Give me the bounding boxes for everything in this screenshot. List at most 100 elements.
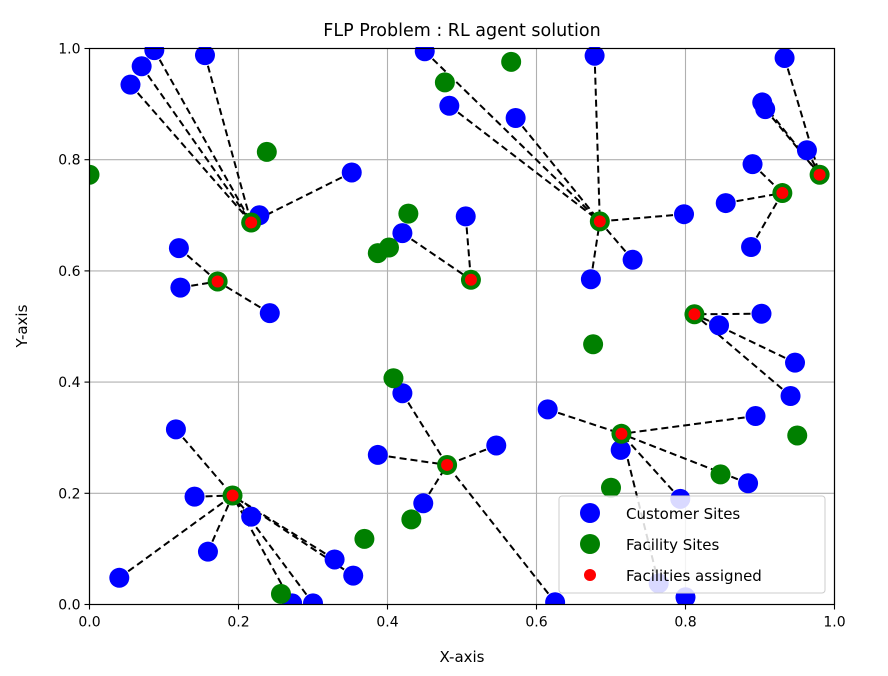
x-axis-label: X-axis xyxy=(440,648,485,666)
customer-site-point xyxy=(738,473,759,494)
customer-site-point xyxy=(120,74,141,95)
y-tick-label: 0.4 xyxy=(58,375,80,391)
legend-customer-label: Customer Sites xyxy=(626,505,740,523)
customer-site-point xyxy=(796,140,817,161)
assignment-link xyxy=(424,50,601,223)
customer-site-point xyxy=(194,47,215,66)
assignment-link xyxy=(599,220,634,261)
assigned-facility-point xyxy=(441,458,454,471)
legend-facility-label: Facility Sites xyxy=(626,536,720,554)
assignment-link xyxy=(621,415,756,435)
assigned-facility-point xyxy=(593,215,606,228)
customer-site-point xyxy=(197,541,218,562)
assignment-link xyxy=(377,453,448,466)
customer-site-point xyxy=(774,47,795,68)
legend-customer-marker xyxy=(580,503,600,523)
customer-site-point xyxy=(742,154,763,175)
assignment-link xyxy=(446,464,556,603)
facility-site-point xyxy=(583,334,604,355)
facility-site-point xyxy=(89,164,100,185)
customer-site-point xyxy=(392,223,413,244)
customer-site-point xyxy=(622,249,643,270)
facility-site-point xyxy=(398,203,419,224)
customer-site-point xyxy=(755,99,776,120)
assignment-link xyxy=(593,55,601,222)
y-tick-label: 0.0 xyxy=(58,598,80,614)
customer-site-point xyxy=(751,303,772,324)
customer-site-point xyxy=(785,352,806,373)
assignment-link xyxy=(175,428,234,497)
facility-site-point xyxy=(256,141,277,162)
plot-area xyxy=(89,47,830,605)
facility-site-point xyxy=(383,368,404,389)
customer-site-point xyxy=(343,565,364,586)
facility-site-point xyxy=(367,243,388,264)
customer-site-point xyxy=(109,567,130,588)
customer-site-point xyxy=(241,506,262,527)
assigned-facility-point xyxy=(688,308,701,321)
assigned-facility-point xyxy=(615,427,628,440)
customer-site-point xyxy=(414,47,435,62)
customer-site-point xyxy=(259,303,280,324)
assigned-facility-point xyxy=(464,273,477,286)
customer-site-point xyxy=(709,315,730,336)
y-axis-label: Y-axis xyxy=(13,304,31,348)
facility-site-point xyxy=(434,72,455,93)
legend-assigned-marker xyxy=(584,569,596,581)
customer-site-point xyxy=(610,439,631,460)
assigned-facility-point xyxy=(245,216,258,229)
facility-site-point xyxy=(270,583,291,604)
customer-site-point xyxy=(545,592,566,605)
assignment-link xyxy=(547,408,622,435)
customer-site-point xyxy=(131,56,152,77)
customer-site-point xyxy=(170,277,191,298)
assigned-facility-point xyxy=(211,275,224,288)
assignment-link xyxy=(514,117,601,223)
customer-site-point xyxy=(537,399,558,420)
assignment-link xyxy=(204,54,253,223)
customer-site-point xyxy=(184,486,205,507)
facility-site-point xyxy=(354,528,375,549)
customer-site-point xyxy=(584,47,605,66)
assignment-link xyxy=(694,312,762,316)
customer-site-point xyxy=(455,206,476,227)
assignment-link xyxy=(599,213,685,223)
assignment-link xyxy=(118,494,234,579)
customer-site-point xyxy=(439,95,460,116)
customer-site-point xyxy=(144,47,165,61)
customer-site-point xyxy=(367,444,388,465)
assigned-facilities xyxy=(211,168,826,502)
x-tick-label: 0.4 xyxy=(376,615,398,631)
legend: Customer Sites Facility Sites Facilities… xyxy=(558,495,826,594)
chart-title: FLP Problem : RL agent solution xyxy=(323,21,600,41)
assignment-link xyxy=(129,83,252,224)
facility-site-point xyxy=(501,51,522,72)
assigned-facility-point xyxy=(813,168,826,181)
x-tick-label: 0.6 xyxy=(525,615,547,631)
y-tick-label: 0.2 xyxy=(58,486,80,502)
customer-site-point xyxy=(780,386,801,406)
ticks: 0.0 0.2 0.4 0.6 0.8 1.0 0.0 0.2 0.4 0.6 0.8 1.0 xyxy=(58,42,845,631)
legend-facility-marker xyxy=(580,534,600,554)
assignment-link xyxy=(217,280,271,315)
x-tick-label: 0.0 xyxy=(78,615,100,631)
grid xyxy=(88,47,836,606)
assignment-link xyxy=(401,392,448,466)
assignment-link xyxy=(401,232,472,281)
y-tick-label: 0.8 xyxy=(58,153,80,169)
customer-site-point xyxy=(505,108,526,128)
assignment-link xyxy=(178,247,219,283)
customer-site-point xyxy=(168,238,189,259)
assignment-link xyxy=(764,108,821,176)
customer-site-point xyxy=(674,204,695,225)
customer-site-point xyxy=(303,593,323,605)
customer-site-point xyxy=(580,269,601,290)
facility-site-point xyxy=(710,464,731,485)
assignment-link xyxy=(140,65,252,224)
facility-site-point xyxy=(787,425,808,446)
customer-site-point xyxy=(741,236,762,257)
facility-site-point xyxy=(601,477,621,498)
assignment-link xyxy=(448,104,601,223)
assignment-link xyxy=(620,433,682,500)
x-tick-label: 1.0 xyxy=(823,615,845,631)
